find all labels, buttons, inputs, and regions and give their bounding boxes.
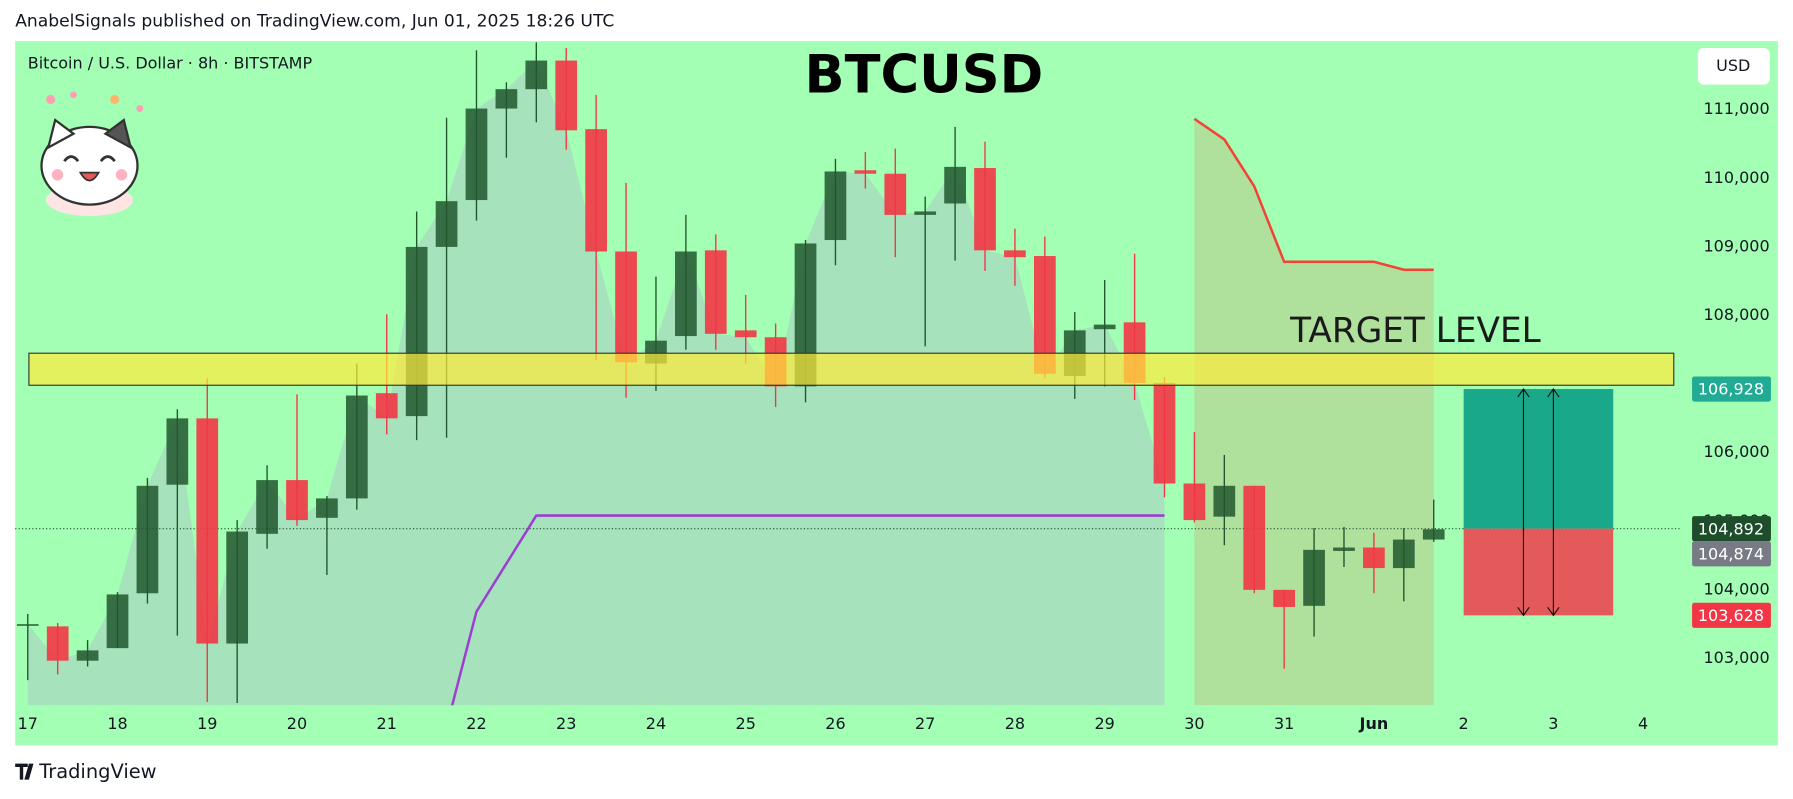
candle-body xyxy=(106,594,129,649)
x-tick-label: 18 xyxy=(107,714,127,733)
price-label: 104,892 xyxy=(1698,519,1764,538)
x-tick-label: 30 xyxy=(1184,714,1204,733)
currency-button[interactable] xyxy=(1697,48,1770,85)
x-tick-label: Jun xyxy=(1359,714,1389,733)
price-label-box xyxy=(1692,376,1771,402)
x-tick-label: 29 xyxy=(1094,714,1114,733)
price-label: 103,628 xyxy=(1698,606,1764,625)
sticker xyxy=(40,91,144,217)
x-tick-label: 27 xyxy=(915,714,935,733)
y-tick-label: 103,000 xyxy=(1704,648,1770,667)
price-label: 106,928 xyxy=(1698,380,1764,399)
x-tick-label: 19 xyxy=(197,714,217,733)
price-label: 104,874 xyxy=(1698,544,1764,563)
candle-body xyxy=(555,60,578,131)
candle-body xyxy=(435,201,458,247)
y-tick-label: 108,000 xyxy=(1704,305,1770,324)
publish-header: AnabelSignals published on TradingView.c… xyxy=(15,12,614,32)
y-tick-label: 109,000 xyxy=(1704,236,1770,255)
candle-body xyxy=(1303,549,1325,606)
target-zone xyxy=(28,352,1675,386)
candle-body xyxy=(316,498,338,518)
candle-body xyxy=(16,624,39,626)
x-tick-label: 28 xyxy=(1005,714,1025,733)
candle-body xyxy=(495,89,518,109)
candle-body xyxy=(1033,256,1056,374)
candle-body xyxy=(824,171,847,241)
symbol-legend: Bitcoin / U.S. Dollar · 8h · BITSTAMP xyxy=(28,54,313,73)
currency-label[interactable]: USD xyxy=(1716,56,1750,75)
chart-title: BTCUSD xyxy=(805,44,1044,105)
candle-body xyxy=(76,650,99,661)
x-tick-label: 4 xyxy=(1638,714,1648,733)
candle-body xyxy=(585,129,607,252)
price-label-box xyxy=(1692,602,1771,628)
candle-body xyxy=(46,626,69,661)
candle-body xyxy=(405,246,428,417)
candle-body xyxy=(1213,485,1236,517)
profit-zone xyxy=(1463,389,1614,529)
x-tick-label: 24 xyxy=(646,714,666,733)
candle-body xyxy=(465,108,488,201)
candle-body xyxy=(286,480,308,521)
x-tick-label: 26 xyxy=(825,714,845,733)
x-tick-label: 25 xyxy=(736,714,756,733)
footer-logo xyxy=(15,763,34,780)
x-tick-label: 21 xyxy=(377,714,397,733)
x-tick-label: 3 xyxy=(1548,714,1558,733)
footer-brand: TradingView xyxy=(38,760,156,783)
candle-body xyxy=(974,168,996,251)
x-tick-label: 22 xyxy=(466,714,486,733)
candle-body xyxy=(166,418,189,485)
y-tick-label: 104,000 xyxy=(1704,579,1770,598)
candle-body xyxy=(794,243,817,387)
candle-body xyxy=(196,418,219,644)
indicator-line xyxy=(1193,117,1434,272)
candle-body xyxy=(675,251,697,337)
candle-body xyxy=(884,173,907,215)
overlay: TARGET LEVEL xyxy=(28,311,1675,617)
zone-label: TARGET LEVEL xyxy=(1289,311,1541,351)
x-tick-label: 20 xyxy=(287,714,307,733)
loss-zone xyxy=(1463,528,1614,616)
candle-body xyxy=(136,485,159,594)
arrow-head xyxy=(1547,388,1560,617)
candle-body xyxy=(914,211,937,215)
candle-body xyxy=(734,330,757,338)
candle-body xyxy=(525,60,548,90)
candle-body xyxy=(1392,539,1415,569)
x-tick-label: 31 xyxy=(1274,714,1294,733)
candle-body xyxy=(1004,250,1026,258)
candle-body xyxy=(944,166,966,204)
y-tick-label: 111,000 xyxy=(1704,99,1770,118)
candle-body xyxy=(1363,547,1385,569)
y-tick-label: 110,000 xyxy=(1704,168,1770,187)
price-label-box xyxy=(1692,516,1771,542)
candle-body xyxy=(375,393,398,419)
x-tick-label: 2 xyxy=(1459,714,1469,733)
x-tick-label: 23 xyxy=(556,714,576,733)
candle-body xyxy=(226,531,249,644)
price-label-box xyxy=(1692,541,1771,567)
candle-body xyxy=(345,395,368,499)
candle-body xyxy=(615,251,637,363)
indicator-line xyxy=(450,514,1165,706)
candle-body xyxy=(704,250,727,334)
y-tick-label: 106,000 xyxy=(1704,442,1770,461)
candle-body xyxy=(1093,324,1116,330)
candle-body xyxy=(1153,382,1176,484)
candle-body xyxy=(1243,485,1266,590)
arrow-head xyxy=(1517,388,1530,617)
candle-body xyxy=(1333,547,1355,551)
candle-body xyxy=(854,170,877,174)
x-tick-label: 17 xyxy=(18,714,38,733)
candle-body xyxy=(256,480,278,534)
candle-body xyxy=(1422,529,1445,540)
candle-body xyxy=(1273,589,1296,607)
candle-body xyxy=(1183,483,1206,521)
